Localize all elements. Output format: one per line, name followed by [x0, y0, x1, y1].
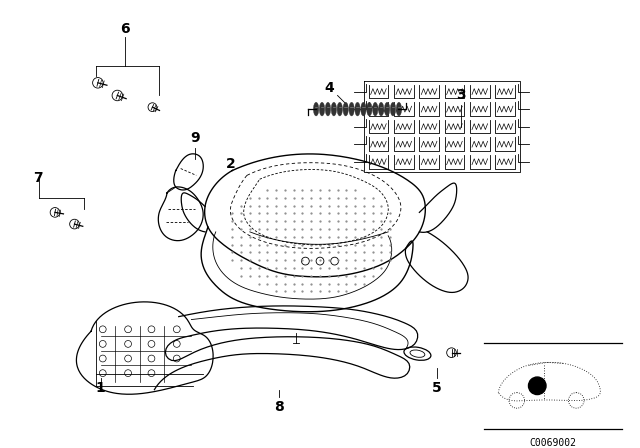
Ellipse shape [337, 102, 342, 116]
Ellipse shape [390, 102, 396, 116]
Text: 6: 6 [120, 22, 130, 36]
Ellipse shape [349, 102, 355, 116]
Text: C0069002: C0069002 [529, 439, 577, 448]
Text: 7: 7 [33, 171, 42, 185]
Ellipse shape [331, 102, 337, 116]
Text: 8: 8 [274, 400, 284, 414]
Text: 9: 9 [191, 131, 200, 145]
Ellipse shape [314, 102, 319, 116]
Ellipse shape [385, 102, 390, 116]
Text: 2: 2 [225, 157, 236, 171]
Ellipse shape [325, 102, 331, 116]
Ellipse shape [367, 102, 372, 116]
Ellipse shape [378, 102, 384, 116]
Ellipse shape [361, 102, 366, 116]
Circle shape [529, 377, 546, 395]
Text: 4: 4 [325, 81, 335, 95]
Ellipse shape [372, 102, 378, 116]
Text: 1: 1 [96, 381, 106, 395]
Ellipse shape [343, 102, 348, 116]
Ellipse shape [319, 102, 324, 116]
Ellipse shape [355, 102, 360, 116]
Ellipse shape [396, 102, 401, 116]
Text: 3: 3 [456, 88, 466, 103]
Text: 5: 5 [432, 381, 442, 395]
